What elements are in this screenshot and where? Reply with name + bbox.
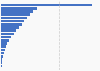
Bar [1,65,2,67]
Bar [1,39,9,42]
Bar [1,33,14,35]
Bar [1,49,5,51]
Bar [1,29,16,32]
Bar [1,55,3,58]
Bar [1,52,4,54]
Bar [1,26,19,29]
Bar [1,36,12,38]
Bar [1,58,3,61]
Bar [1,17,27,19]
Bar [1,20,24,22]
Bar [1,7,37,10]
Bar [1,10,33,13]
Bar [1,42,7,45]
Bar [1,61,2,64]
Bar [1,45,6,48]
Bar [1,4,92,6]
Bar [1,23,22,26]
Bar [1,13,30,16]
